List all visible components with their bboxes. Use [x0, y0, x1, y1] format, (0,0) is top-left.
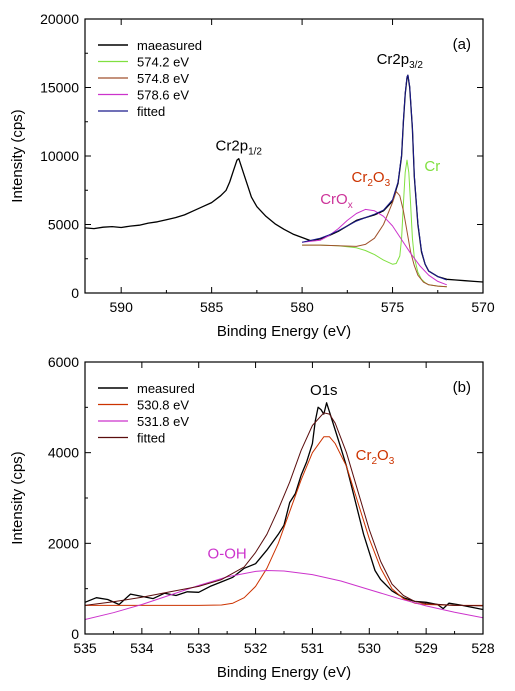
x-tick-label: 531 — [301, 640, 325, 656]
annotation-cr2p12: Cr2p1/2 — [216, 138, 263, 158]
legend-label: 574.2 eV — [137, 55, 189, 70]
x-tick-label: 529 — [414, 640, 438, 656]
panel-label: (b) — [453, 379, 471, 396]
x-tick-label: 533 — [187, 640, 211, 656]
series-line-3 — [85, 412, 483, 607]
legend-label: maeasured — [137, 38, 202, 53]
annotation-cr2p32: Cr2p3/2 — [377, 51, 424, 71]
series-line-4 — [301, 74, 447, 281]
y-tick-label: 6000 — [48, 354, 79, 370]
x-axis-title: Binding Energy (eV) — [217, 323, 351, 340]
annotation-cr: Cr — [424, 158, 440, 175]
y-tick-label: 10000 — [40, 148, 79, 164]
legend-label: fitted — [137, 431, 165, 446]
legend-label: fitted — [137, 104, 165, 119]
y-tick-label: 0 — [71, 285, 79, 301]
y-tick-label: 2000 — [48, 535, 79, 551]
x-tick-label: 575 — [381, 299, 405, 315]
y-tick-label: 5000 — [48, 217, 79, 233]
panel-label: (a) — [453, 36, 471, 53]
y-tick-label: 15000 — [40, 80, 79, 96]
series-line-1 — [85, 436, 483, 606]
series-line-2 — [85, 570, 483, 620]
legend-label: 531.8 eV — [137, 414, 189, 429]
x-tick-label: 532 — [244, 640, 268, 656]
legend-label: measured — [137, 381, 195, 396]
y-axis-title: Intensity (cps) — [9, 451, 26, 544]
y-tick-label: 0 — [71, 626, 79, 642]
x-tick-label: 580 — [290, 299, 314, 315]
series-line-0 — [85, 402, 483, 611]
y-tick-label: 20000 — [40, 11, 79, 27]
annotation-o1s: O1s — [310, 382, 338, 399]
annotation-ooh: O-OH — [208, 546, 247, 563]
legend-label: 574.8 eV — [137, 71, 189, 86]
legend-label: 578.6 eV — [137, 88, 189, 103]
legend-label: 530.8 eV — [137, 398, 189, 413]
x-tick-label: 570 — [471, 299, 495, 315]
x-tick-label: 535 — [73, 640, 97, 656]
y-axis-title: Intensity (cps) — [9, 109, 26, 202]
series-group — [85, 402, 483, 620]
annotation-cr2o3b: Cr2O3 — [356, 447, 395, 467]
annotation-crox: CrOx — [320, 191, 353, 211]
series-group — [85, 74, 483, 288]
x-tick-label: 528 — [471, 640, 495, 656]
x-tick-label: 530 — [358, 640, 382, 656]
annotation-cr2o3: Cr2O3 — [352, 169, 391, 189]
chart-panel-a: 590 585 580 575 570 0 5000 10000 15000 20000 Bindi… — [9, 11, 495, 340]
x-tick-label: 590 — [110, 299, 134, 315]
chart-panel-b: 535 534 533 532 531 530 529 528 0 2000 4000 6000 Bin… — [9, 354, 495, 681]
x-tick-label: 585 — [200, 299, 224, 315]
series-line-3 — [302, 208, 447, 286]
x-axis-title: Binding Energy (eV) — [217, 664, 351, 681]
x-tick-label: 534 — [130, 640, 154, 656]
y-tick-label: 4000 — [48, 445, 79, 461]
series-line-2 — [302, 191, 447, 288]
